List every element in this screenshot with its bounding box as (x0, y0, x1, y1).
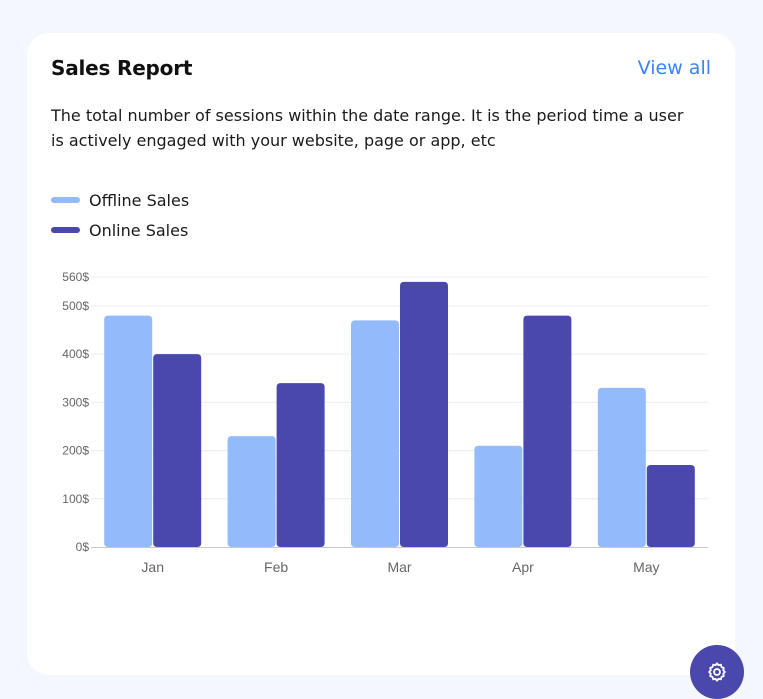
y-tick-label: 0$ (76, 540, 90, 554)
y-tick-label: 200$ (62, 444, 89, 458)
legend-label-offline: Offline Sales (89, 190, 190, 210)
y-tick-label: 500$ (62, 299, 89, 313)
bar-online-sales-feb[interactable] (276, 383, 325, 547)
y-tick-label: 300$ (62, 395, 89, 409)
bar-online-sales-jan[interactable] (153, 354, 202, 547)
y-tick-label: 560$ (62, 270, 89, 284)
legend-swatch-online (51, 227, 80, 233)
bar-online-sales-mar[interactable] (400, 281, 448, 547)
x-tick-label: May (633, 559, 659, 575)
settings-button[interactable] (690, 645, 744, 699)
x-tick-label: Jan (141, 559, 164, 575)
y-tick-label: 100$ (62, 492, 89, 506)
bar-online-sales-may[interactable] (646, 465, 695, 547)
bar-online-sales-apr[interactable] (523, 315, 572, 547)
sales-report-card: Sales Report View all The total number o… (27, 33, 735, 675)
legend-item-offline-sales[interactable]: Offline Sales (51, 185, 189, 215)
x-tick-label: Feb (264, 559, 288, 575)
bar-offline-sales-may[interactable] (597, 387, 646, 547)
gear-icon (708, 662, 726, 682)
y-tick-label: 400$ (62, 347, 89, 361)
legend-item-online-sales[interactable]: Online Sales (51, 215, 189, 245)
sales-bar-chart: 0$ 100$ 200$ 300$ 400$ 500$ 560$ Jan Feb Mar Apr Ma… (62, 270, 708, 575)
x-tick-label: Mar (387, 559, 411, 575)
bar-offline-sales-apr[interactable] (474, 445, 523, 547)
card-description: The total number of sessions within the … (51, 106, 684, 150)
bar-offline-sales-mar[interactable] (351, 320, 399, 547)
card-title: Sales Report (51, 56, 193, 80)
legend-label-online: Online Sales (89, 220, 189, 240)
bar-offline-sales-jan[interactable] (104, 315, 153, 547)
chart-legend: Offline Sales Online Sales (51, 185, 189, 245)
bar-offline-sales-feb[interactable] (227, 436, 276, 547)
view-all-link[interactable]: View all (637, 57, 711, 79)
x-tick-label: Apr (512, 559, 534, 575)
legend-swatch-offline (51, 197, 80, 203)
